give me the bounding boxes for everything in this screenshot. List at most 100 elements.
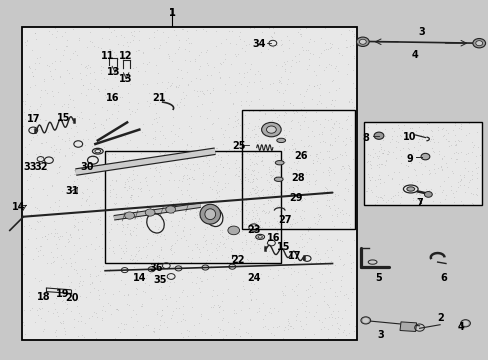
Point bbox=[84, 136, 92, 142]
Point bbox=[268, 107, 276, 113]
Point bbox=[190, 87, 198, 93]
Point bbox=[34, 253, 42, 258]
Point bbox=[204, 157, 212, 163]
Point bbox=[190, 185, 198, 191]
Point bbox=[40, 327, 48, 332]
Point bbox=[223, 180, 231, 185]
Point bbox=[242, 197, 249, 203]
Point bbox=[68, 76, 76, 81]
Point bbox=[260, 210, 268, 215]
Point bbox=[216, 75, 224, 81]
Point bbox=[119, 211, 126, 217]
Point bbox=[205, 213, 213, 219]
Point bbox=[203, 247, 211, 252]
Point bbox=[298, 99, 305, 105]
Point bbox=[168, 312, 176, 318]
Point bbox=[304, 224, 312, 230]
Point bbox=[328, 78, 336, 84]
Point bbox=[65, 137, 73, 143]
Point bbox=[301, 257, 308, 262]
Point bbox=[348, 189, 356, 194]
Point bbox=[154, 70, 162, 76]
Point bbox=[305, 152, 313, 158]
Point bbox=[267, 191, 275, 197]
Point bbox=[70, 298, 78, 304]
Point bbox=[137, 242, 144, 248]
Point bbox=[212, 336, 220, 342]
Point bbox=[226, 197, 234, 203]
Point bbox=[272, 159, 280, 165]
Point bbox=[267, 255, 275, 260]
Point bbox=[236, 29, 244, 35]
Point bbox=[126, 213, 134, 219]
Point bbox=[239, 279, 247, 284]
Point bbox=[164, 79, 172, 85]
Point bbox=[251, 154, 259, 159]
Point bbox=[119, 224, 126, 230]
Point bbox=[132, 311, 140, 317]
Point bbox=[271, 148, 279, 154]
Point bbox=[254, 166, 262, 171]
Point bbox=[185, 166, 193, 172]
Point bbox=[197, 49, 204, 55]
Point bbox=[351, 115, 359, 121]
Point bbox=[122, 245, 130, 251]
Point bbox=[52, 241, 60, 247]
Point bbox=[78, 226, 85, 231]
Point bbox=[132, 285, 140, 291]
Point bbox=[155, 197, 163, 203]
Point bbox=[203, 116, 211, 121]
Point bbox=[224, 152, 231, 157]
Point bbox=[73, 303, 81, 309]
Point bbox=[134, 185, 142, 190]
Point bbox=[284, 165, 292, 170]
Point bbox=[348, 259, 356, 265]
Point bbox=[236, 81, 244, 87]
Point bbox=[122, 238, 130, 244]
Point bbox=[92, 274, 100, 279]
Point bbox=[180, 224, 188, 230]
Point bbox=[247, 224, 255, 230]
Point bbox=[120, 250, 128, 256]
Point bbox=[243, 219, 250, 225]
Point bbox=[40, 223, 48, 229]
Point bbox=[187, 194, 195, 199]
Point bbox=[123, 90, 131, 95]
Point bbox=[131, 332, 139, 337]
Point bbox=[192, 27, 200, 32]
Point bbox=[25, 289, 33, 294]
Point bbox=[166, 163, 174, 169]
Point bbox=[20, 144, 28, 150]
Point bbox=[214, 202, 222, 207]
Point bbox=[151, 276, 159, 282]
Point bbox=[123, 221, 131, 227]
Point bbox=[278, 49, 286, 54]
Point bbox=[231, 172, 239, 178]
Point bbox=[101, 86, 108, 91]
Point bbox=[245, 230, 253, 236]
Point bbox=[247, 159, 255, 165]
Point bbox=[109, 213, 117, 219]
Point bbox=[268, 237, 276, 242]
Point bbox=[238, 239, 246, 244]
Point bbox=[213, 115, 221, 121]
Point bbox=[147, 233, 155, 238]
Point bbox=[396, 147, 404, 153]
Point bbox=[377, 194, 385, 200]
Point bbox=[211, 154, 219, 160]
Point bbox=[332, 320, 340, 325]
Point bbox=[244, 179, 252, 184]
Point bbox=[284, 202, 291, 207]
Point bbox=[468, 201, 475, 206]
Point bbox=[230, 195, 238, 201]
Point bbox=[175, 177, 183, 183]
Point bbox=[207, 99, 215, 105]
Point bbox=[296, 33, 304, 39]
Point bbox=[165, 164, 173, 170]
Point bbox=[305, 256, 313, 262]
Point bbox=[269, 45, 277, 50]
Point bbox=[149, 141, 157, 147]
Point bbox=[340, 292, 347, 298]
Point bbox=[178, 161, 185, 166]
Point bbox=[219, 336, 227, 341]
